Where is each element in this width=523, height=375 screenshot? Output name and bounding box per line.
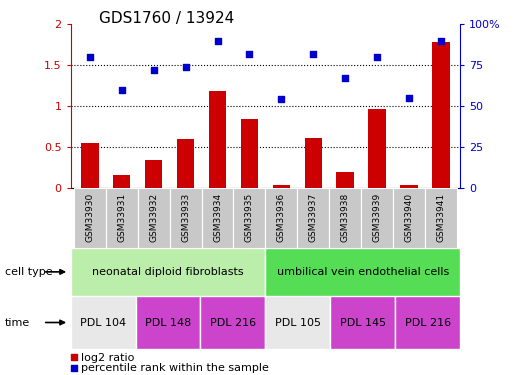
Text: GSM33937: GSM33937	[309, 193, 318, 242]
Bar	[401, 185, 418, 188]
Bar	[368, 109, 386, 188]
Text: log2 ratio: log2 ratio	[81, 353, 134, 363]
Text: percentile rank within the sample: percentile rank within the sample	[81, 363, 269, 373]
Bar	[433, 42, 450, 188]
Text: GSM33931: GSM33931	[117, 193, 126, 242]
Bar	[331, 296, 395, 349]
Bar	[393, 188, 425, 248]
Bar	[395, 296, 460, 349]
Bar	[74, 188, 106, 248]
Text: umbilical vein endothelial cells: umbilical vein endothelial cells	[277, 267, 449, 277]
Bar	[71, 248, 266, 296]
Text: time: time	[5, 318, 30, 327]
Point	[309, 51, 317, 57]
Text: GSM33938: GSM33938	[341, 193, 350, 242]
Bar	[201, 188, 233, 248]
Point	[118, 87, 126, 93]
Bar	[233, 188, 266, 248]
Text: GSM33940: GSM33940	[405, 193, 414, 242]
Bar	[113, 175, 130, 188]
Text: PDL 104: PDL 104	[80, 318, 126, 327]
Bar	[106, 188, 138, 248]
Point	[150, 67, 158, 73]
Bar	[266, 248, 460, 296]
Point	[277, 96, 286, 102]
Text: cell type: cell type	[5, 267, 53, 277]
Bar	[361, 188, 393, 248]
Point	[147, 196, 155, 202]
Text: GSM33936: GSM33936	[277, 193, 286, 242]
Point	[147, 297, 155, 303]
Point	[437, 38, 445, 44]
Bar	[200, 296, 266, 349]
Bar	[272, 185, 290, 188]
Text: PDL 216: PDL 216	[210, 318, 256, 327]
Bar	[266, 188, 298, 248]
Bar	[298, 188, 329, 248]
Point	[86, 54, 94, 60]
Bar	[135, 296, 200, 349]
Text: GSM33939: GSM33939	[373, 193, 382, 242]
Text: PDL 216: PDL 216	[405, 318, 451, 327]
Point	[245, 51, 254, 57]
Text: GSM33932: GSM33932	[149, 193, 158, 242]
Point	[213, 38, 222, 44]
Point	[341, 75, 349, 81]
Text: PDL 145: PDL 145	[340, 318, 386, 327]
Text: GDS1760 / 13924: GDS1760 / 13924	[99, 11, 235, 26]
Text: PDL 148: PDL 148	[145, 318, 191, 327]
Bar	[169, 188, 201, 248]
Bar	[209, 91, 226, 188]
Text: PDL 105: PDL 105	[275, 318, 321, 327]
Point	[405, 95, 413, 101]
Bar	[138, 188, 169, 248]
Text: GSM33930: GSM33930	[85, 193, 94, 242]
Bar	[81, 144, 98, 188]
Text: GSM33933: GSM33933	[181, 193, 190, 242]
Bar	[329, 188, 361, 248]
Point	[181, 64, 190, 70]
Text: GSM33934: GSM33934	[213, 193, 222, 242]
Text: neonatal diploid fibroblasts: neonatal diploid fibroblasts	[92, 267, 244, 277]
Bar	[71, 296, 135, 349]
Text: GSM33941: GSM33941	[437, 193, 446, 242]
Text: GSM33935: GSM33935	[245, 193, 254, 242]
Bar	[266, 296, 331, 349]
Bar	[241, 119, 258, 188]
Bar	[425, 188, 457, 248]
Bar	[145, 160, 163, 188]
Bar	[177, 139, 195, 188]
Point	[373, 54, 381, 60]
Bar	[336, 172, 354, 188]
Bar	[304, 138, 322, 188]
